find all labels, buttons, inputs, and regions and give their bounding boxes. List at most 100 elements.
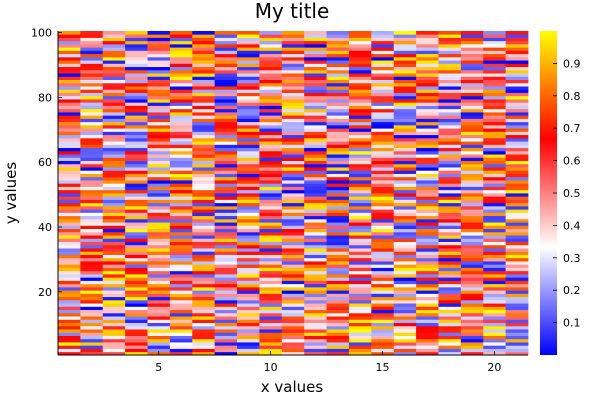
heatmap-cell bbox=[371, 102, 395, 106]
heatmap-cell bbox=[102, 124, 126, 129]
heatmap-cell bbox=[393, 95, 417, 100]
heatmap-cell bbox=[304, 105, 327, 110]
heatmap-cell bbox=[438, 280, 462, 285]
heatmap-cell bbox=[259, 137, 283, 142]
heatmap-cell bbox=[102, 228, 126, 233]
heatmap-cell bbox=[102, 154, 126, 158]
heatmap-cell bbox=[58, 212, 81, 217]
heatmap-cell bbox=[80, 309, 104, 314]
heatmap-cell bbox=[192, 31, 216, 35]
heatmap-cell bbox=[438, 231, 462, 236]
heatmap-cell bbox=[169, 215, 193, 220]
heatmap-cell bbox=[438, 95, 462, 100]
heatmap-cell bbox=[58, 231, 81, 236]
heatmap-cell bbox=[192, 261, 216, 265]
heatmap-cell bbox=[147, 193, 171, 197]
heatmap-cell bbox=[147, 264, 171, 268]
heatmap-cell bbox=[438, 56, 462, 61]
heatmap-cell bbox=[169, 222, 193, 226]
heatmap-cell bbox=[505, 112, 529, 116]
heatmap-cell bbox=[348, 183, 372, 187]
heatmap-cell bbox=[80, 50, 104, 55]
heatmap-cell bbox=[102, 186, 126, 191]
heatmap-cell bbox=[326, 293, 350, 298]
heatmap-cell bbox=[259, 115, 283, 119]
heatmap-cell bbox=[393, 205, 417, 210]
heatmap-cell bbox=[259, 312, 283, 317]
heatmap-cell bbox=[438, 228, 462, 233]
heatmap-cell bbox=[304, 86, 327, 90]
heatmap-cell bbox=[102, 244, 126, 249]
heatmap-cell bbox=[102, 128, 126, 132]
heatmap-cell bbox=[169, 286, 193, 291]
heatmap-cell bbox=[125, 112, 148, 116]
heatmap-cell bbox=[147, 274, 171, 278]
heatmap-cell bbox=[192, 63, 216, 68]
heatmap-cell bbox=[416, 102, 439, 106]
heatmap-cell bbox=[237, 312, 260, 317]
heatmap-cell bbox=[169, 241, 193, 246]
heatmap-cell bbox=[147, 316, 171, 320]
heatmap-cell bbox=[505, 141, 529, 145]
heatmap-cell bbox=[460, 309, 484, 314]
heatmap-cell bbox=[371, 202, 395, 207]
heatmap-cell bbox=[237, 95, 260, 100]
heatmap-cell bbox=[259, 309, 283, 314]
heatmap-cell bbox=[348, 209, 372, 213]
heatmap-cell bbox=[438, 325, 462, 330]
heatmap-cell bbox=[281, 322, 305, 327]
heatmap-cell bbox=[483, 40, 507, 45]
heatmap-cell bbox=[416, 257, 439, 262]
heatmap-cell bbox=[483, 134, 507, 139]
heatmap-cell bbox=[147, 218, 171, 223]
heatmap-cell bbox=[483, 222, 507, 226]
heatmap-cell bbox=[147, 31, 171, 35]
heatmap-cell bbox=[259, 290, 283, 294]
heatmap-cell bbox=[393, 270, 417, 275]
heatmap-cell bbox=[214, 261, 238, 265]
heatmap-cell bbox=[80, 196, 104, 200]
heatmap-cell bbox=[348, 322, 372, 327]
heatmap-cell bbox=[80, 102, 104, 106]
heatmap-cell bbox=[80, 231, 104, 236]
heatmap-cell bbox=[169, 183, 193, 187]
heatmap-cell bbox=[483, 241, 507, 246]
heatmap-cell bbox=[58, 277, 81, 281]
heatmap-cell bbox=[192, 189, 216, 194]
heatmap-cell bbox=[438, 322, 462, 327]
heatmap-cell bbox=[393, 121, 417, 126]
heatmap-cell bbox=[393, 86, 417, 90]
heatmap-cell bbox=[237, 176, 260, 181]
heatmap-cell bbox=[102, 290, 126, 294]
heatmap-cell bbox=[192, 322, 216, 327]
heatmap-cell bbox=[281, 235, 305, 239]
heatmap-cell bbox=[326, 228, 350, 233]
heatmap-cell bbox=[102, 47, 126, 51]
heatmap-cell bbox=[214, 270, 238, 275]
heatmap-cell bbox=[416, 40, 439, 45]
heatmap-cell bbox=[483, 312, 507, 317]
heatmap-cell bbox=[416, 299, 439, 304]
heatmap-cell bbox=[147, 312, 171, 317]
heatmap-cell bbox=[393, 283, 417, 288]
heatmap-cell bbox=[483, 60, 507, 64]
heatmap-cell bbox=[192, 316, 216, 320]
heatmap-cell bbox=[281, 215, 305, 220]
colorbar-tick-label: 0.3 bbox=[563, 252, 581, 265]
heatmap-cell bbox=[371, 63, 395, 68]
heatmap-cell bbox=[102, 254, 126, 259]
heatmap-cell bbox=[58, 108, 81, 113]
heatmap-cell bbox=[125, 212, 148, 217]
heatmap-cell bbox=[125, 205, 148, 210]
heatmap-cell bbox=[169, 115, 193, 119]
heatmap-cell bbox=[371, 163, 395, 168]
heatmap-cell bbox=[125, 95, 148, 100]
heatmap-cell bbox=[58, 40, 81, 45]
heatmap-cell bbox=[237, 76, 260, 80]
heatmap-cell bbox=[58, 280, 81, 285]
heatmap-cell bbox=[102, 251, 126, 255]
heatmap-cell bbox=[304, 60, 327, 64]
heatmap-cell bbox=[438, 264, 462, 268]
heatmap-cell bbox=[371, 257, 395, 262]
heatmap-cell bbox=[58, 235, 81, 239]
